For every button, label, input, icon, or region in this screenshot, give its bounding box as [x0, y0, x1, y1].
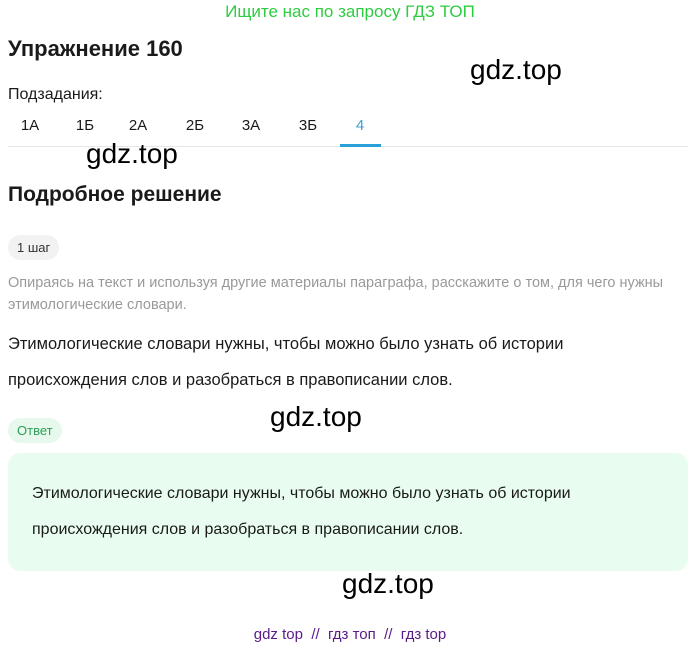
tab-1a[interactable]: 1А	[20, 117, 40, 134]
tab-3b[interactable]: 3Б	[298, 117, 318, 134]
watermark: gdz.top	[86, 138, 178, 169]
separator: //	[384, 626, 393, 643]
question-text: Опираясь на текст и используя другие мат…	[8, 275, 664, 313]
tab-3a[interactable]: 3А	[241, 117, 261, 134]
section-title: Подробное решение	[8, 183, 222, 206]
footer-links: gdz top // гдз топ // гдз top	[0, 626, 700, 643]
watermark: gdz.top	[470, 54, 562, 85]
page-title: Упражнение 160	[8, 36, 183, 61]
tab-4[interactable]: 4	[355, 117, 365, 134]
footer-link[interactable]: гдз топ	[328, 626, 376, 643]
solution-text: Этимологические словари нужны, чтобы мож…	[8, 335, 564, 389]
watermark: gdz.top	[342, 568, 434, 599]
active-tab-indicator	[340, 144, 381, 147]
answer-box: Этимологические словари нужны, чтобы мож…	[8, 453, 688, 571]
answer-text: Этимологические словари нужны, чтобы мож…	[32, 485, 571, 538]
answer-badge: Ответ	[8, 418, 62, 443]
tab-2b[interactable]: 2Б	[185, 117, 205, 134]
tab-1b[interactable]: 1Б	[75, 117, 95, 134]
footer-link[interactable]: гдз top	[400, 626, 447, 643]
promo-banner: Ищите нас по запросу ГДЗ ТОП	[225, 2, 475, 21]
tab-2a[interactable]: 2А	[128, 117, 148, 134]
subtasks-label: Подзадания:	[8, 86, 103, 103]
separator: //	[311, 626, 320, 643]
footer-link[interactable]: gdz top	[253, 626, 303, 643]
step-badge: 1 шаг	[8, 235, 60, 260]
watermark: gdz.top	[270, 401, 362, 432]
